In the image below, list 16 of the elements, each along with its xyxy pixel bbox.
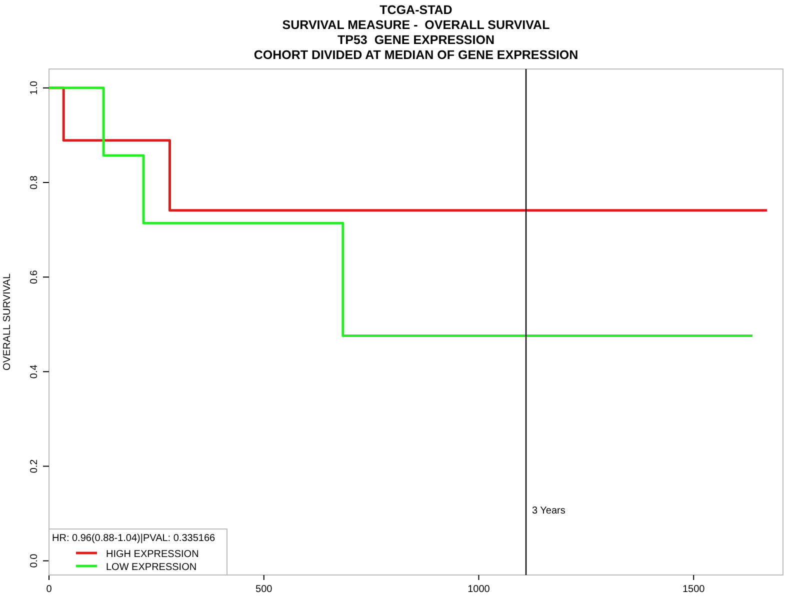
y-tick-label: 0.8 xyxy=(29,175,40,190)
x-tick-label: 1500 xyxy=(682,584,706,595)
x-tick-label: 500 xyxy=(256,584,273,595)
chart-title: TCGA-STAD SURVIVAL MEASURE - OVERALL SURVIVAL TP53 GENE EXPRESSION COHORT DIVIDED AT MEDIAN OF GENE EXPRESSION xyxy=(254,3,578,62)
y-axis-title: OVERALL SURVIVAL xyxy=(2,273,13,371)
ref-line-label: 3 Years xyxy=(532,506,566,517)
y-tick-label: 0.4 xyxy=(29,364,40,379)
y-tick-label: 1.0 xyxy=(29,80,40,95)
legend-title: HR: 0.96(0.88-1.04)|PVAL: 0.335166 xyxy=(52,533,216,544)
legend-label: HIGH EXPRESSION xyxy=(106,549,199,560)
y-tick-label: 0.0 xyxy=(29,553,40,568)
x-tick-label: 1000 xyxy=(468,584,490,595)
y-tick-label: 0.6 xyxy=(29,270,40,284)
y-tick-label: 0.2 xyxy=(29,458,40,474)
x-tick-label: 0 xyxy=(46,584,52,595)
legend-label: LOW EXPRESSION xyxy=(106,562,197,573)
